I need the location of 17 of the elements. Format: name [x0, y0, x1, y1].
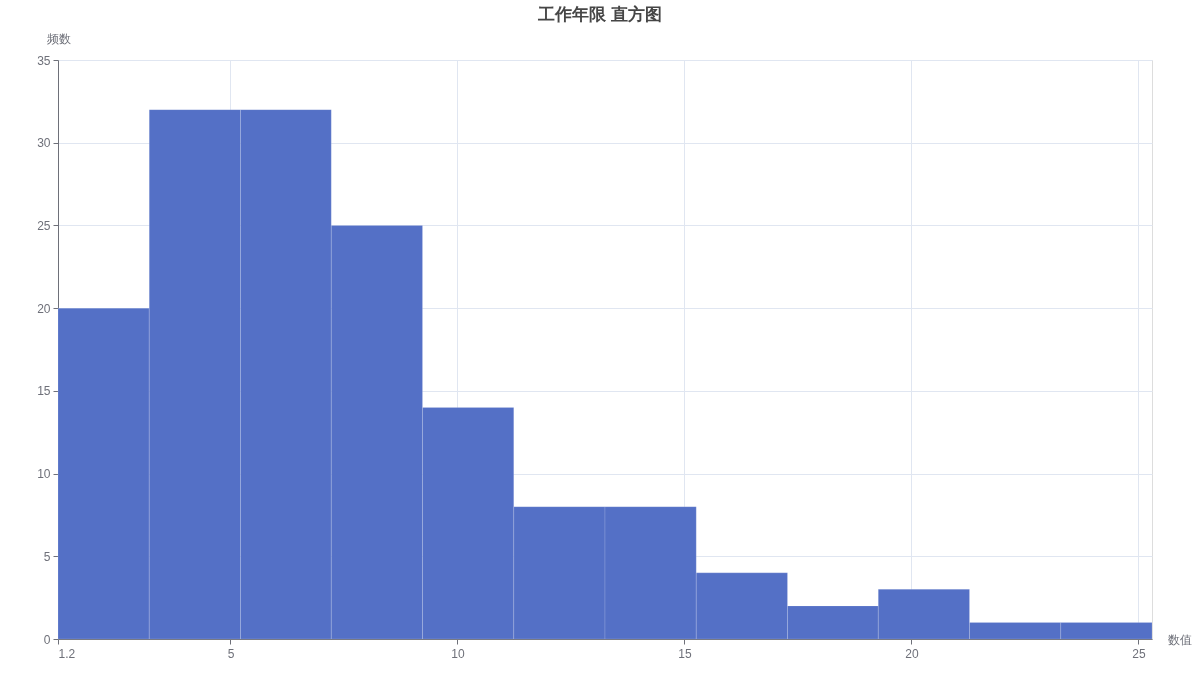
x-tick-label: 1.2 [58, 646, 76, 661]
y-tick-label: 20 [37, 301, 51, 316]
chart-title: 工作年限 直方图 [537, 5, 662, 24]
y-tick-label: 15 [37, 384, 51, 399]
y-tick-label: 25 [37, 218, 51, 233]
y-tick-label: 5 [43, 549, 51, 564]
y-axis-title: 频数 [46, 31, 71, 46]
x-tick-label: 15 [678, 646, 692, 661]
y-tick-label: 10 [37, 467, 51, 482]
x-tick-label: 25 [1132, 646, 1146, 661]
x-tick-label: 20 [905, 646, 919, 661]
x-tick-label: 5 [227, 646, 235, 661]
x-axis-title: 数值 [1167, 632, 1192, 647]
x-tick-label: 10 [451, 646, 465, 661]
y-tick-label: 30 [37, 136, 51, 151]
y-tick-label: 0 [43, 632, 51, 647]
y-tick-label: 35 [37, 53, 51, 68]
